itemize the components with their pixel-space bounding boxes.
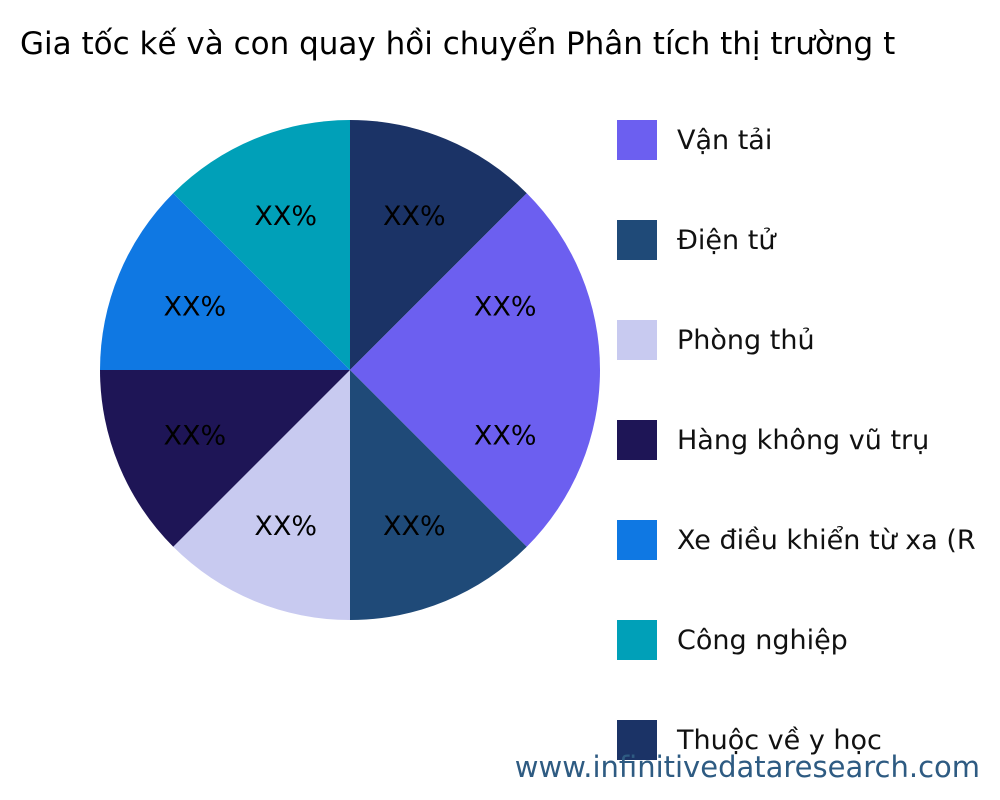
legend-label: Hàng không vũ trụ <box>677 424 930 456</box>
legend-swatch <box>617 220 657 260</box>
legend-swatch <box>617 620 657 660</box>
legend-item[interactable]: Công nghiệp <box>617 620 848 660</box>
legend-item[interactable]: Thuộc về y học <box>617 720 882 760</box>
slice-label: XX% <box>474 292 537 323</box>
slice-label: XX% <box>254 201 317 232</box>
legend-swatch <box>617 520 657 560</box>
legend-swatch <box>617 120 657 160</box>
legend-label: Vận tải <box>677 124 773 156</box>
slice-label: XX% <box>163 292 226 323</box>
pie-slice <box>100 193 350 370</box>
legend-label: Phòng thủ <box>677 324 815 356</box>
slice-label: XX% <box>383 511 446 542</box>
legend-item[interactable]: Xe điều khiển từ xa (R <box>617 520 976 560</box>
legend-swatch <box>617 420 657 460</box>
pie-slice <box>173 370 350 620</box>
slice-label: XX% <box>163 420 226 451</box>
watermark: www.infinitivedataresearch.com <box>514 750 980 784</box>
legend-label: Thuộc về y học <box>677 724 882 756</box>
chart-title: Gia tốc kế và con quay hồi chuyển Phân t… <box>20 26 896 62</box>
legend-item[interactable]: Vận tải <box>617 120 772 160</box>
legend-item[interactable]: Hàng không vũ trụ <box>617 420 929 460</box>
legend-swatch <box>617 720 657 760</box>
legend-item[interactable]: Phòng thủ <box>617 320 815 360</box>
legend-label: Điện tử <box>677 224 776 256</box>
slice-label: XX% <box>474 420 537 451</box>
pie-slice <box>350 370 600 547</box>
pie-slice <box>350 120 527 370</box>
pie-slice <box>100 370 350 547</box>
legend-swatch <box>617 320 657 360</box>
slice-label: XX% <box>254 511 317 542</box>
legend-item[interactable]: Điện tử <box>617 220 775 260</box>
legend-label: Xe điều khiển từ xa (R <box>677 524 976 556</box>
legend-label: Công nghiệp <box>677 624 848 656</box>
pie-slice <box>350 193 600 370</box>
pie-slice <box>350 370 527 620</box>
pie-slice <box>173 120 350 370</box>
slice-label: XX% <box>383 201 446 232</box>
